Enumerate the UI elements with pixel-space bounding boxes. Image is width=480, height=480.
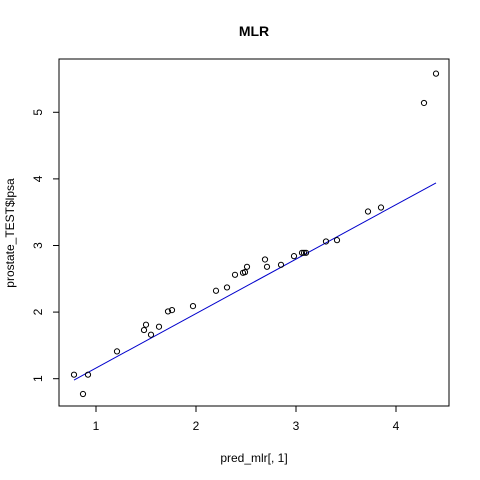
data-point: [263, 263, 271, 270]
data-point: [212, 287, 220, 294]
x-tick-label: 2: [193, 419, 200, 433]
data-point: [241, 269, 249, 276]
y-tick-label: 3: [31, 242, 45, 249]
data-point: [302, 249, 310, 256]
data-point: [79, 390, 87, 398]
data-point: [231, 271, 239, 278]
data-point: [322, 238, 330, 245]
data-point: [333, 237, 341, 244]
data-point: [377, 204, 385, 211]
y-axis-label: prostate_TEST$lpsa: [3, 178, 17, 288]
x-tick-label: 4: [393, 419, 400, 433]
data-point: [189, 302, 197, 310]
y-tick-label: 1: [31, 375, 45, 382]
data-point: [70, 371, 78, 378]
data-point: [290, 253, 298, 260]
data-point: [300, 249, 308, 256]
x-tick-label: 1: [93, 419, 100, 433]
data-point: [140, 326, 148, 334]
fit-line: [73, 182, 437, 381]
data-point: [432, 70, 440, 77]
data-point: [243, 263, 251, 270]
data-point: [420, 99, 428, 107]
x-tick-label: 3: [293, 419, 300, 433]
data-point: [261, 256, 269, 263]
data-point: [277, 261, 285, 268]
points-layer: [70, 70, 440, 398]
y-tick-label: 5: [31, 109, 45, 116]
data-point: [147, 331, 155, 338]
data-point: [164, 308, 172, 315]
x-axis-label: pred_mlr[, 1]: [220, 451, 287, 465]
fit-line-layer: [73, 182, 437, 381]
data-point: [113, 348, 121, 355]
x-axis: 1 2 3 4: [93, 405, 400, 433]
data-point: [155, 323, 163, 330]
data-point: [223, 284, 231, 291]
data-point: [168, 306, 176, 314]
y-axis: 1 2 3 4 5: [31, 109, 60, 382]
data-point: [298, 249, 306, 256]
data-point: [142, 321, 150, 328]
data-point: [84, 371, 92, 378]
y-tick-label: 2: [31, 308, 45, 315]
chart-title: MLR: [239, 23, 269, 39]
y-tick-label: 4: [31, 175, 45, 182]
data-point: [364, 208, 372, 215]
